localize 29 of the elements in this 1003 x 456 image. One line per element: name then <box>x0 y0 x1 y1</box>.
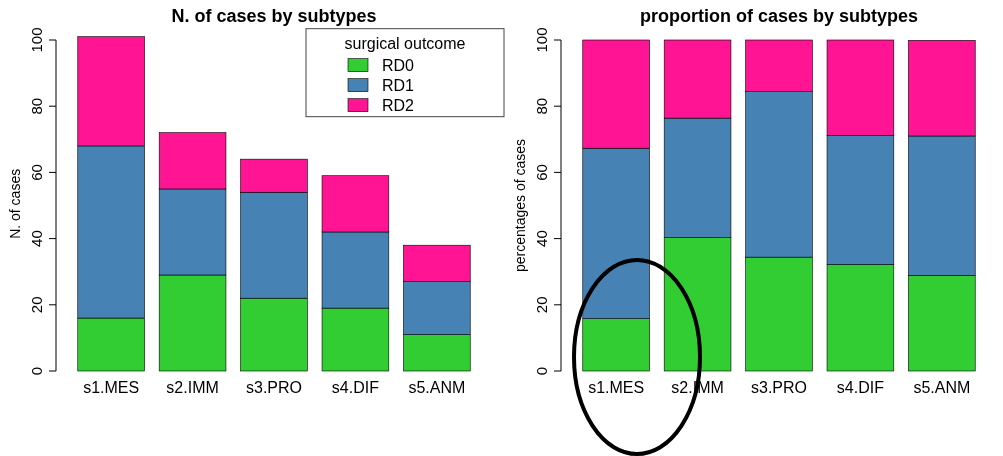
y-tick-label: 20 <box>28 296 45 314</box>
y-tick-label: 60 <box>28 164 45 181</box>
y-tick-label: 40 <box>28 230 45 247</box>
x-tick-label: s3.PRO <box>245 379 303 396</box>
legend-title: surgical outcome <box>344 34 466 52</box>
legend-label: RD1 <box>382 76 415 94</box>
legend-label: RD2 <box>382 96 415 114</box>
x-tick-label: s3.PRO <box>750 379 808 396</box>
y-tick-label: 60 <box>533 164 550 181</box>
x-tick-label: s1.MES <box>83 379 140 396</box>
x-tick-label: s5.ANM <box>913 379 971 396</box>
y-tick-label: 80 <box>533 97 550 115</box>
y-tick-label: 40 <box>533 230 550 247</box>
y-tick-label: 0 <box>28 366 45 376</box>
y-tick-label: 100 <box>533 27 550 53</box>
y-tick-label: 100 <box>28 27 45 53</box>
x-tick-label: s2.IMM <box>166 379 219 396</box>
x-tick-label: s4.DIF <box>331 379 380 396</box>
x-tick-label: s1.MES <box>588 379 645 396</box>
x-tick-label: s4.DIF <box>836 379 885 396</box>
chart-title: N. of cases by subtypes <box>171 6 377 26</box>
x-tick-label: s5.ANM <box>408 379 466 396</box>
y-axis-title: percentages of cases <box>512 138 528 273</box>
y-tick-label: 80 <box>28 97 45 115</box>
y-tick-label: 20 <box>533 296 550 314</box>
chart-title: proportion of cases by subtypes <box>639 6 919 26</box>
y-tick-label: 0 <box>533 366 550 376</box>
legend-label: RD0 <box>382 56 415 74</box>
y-axis-title: N. of cases <box>7 168 23 239</box>
